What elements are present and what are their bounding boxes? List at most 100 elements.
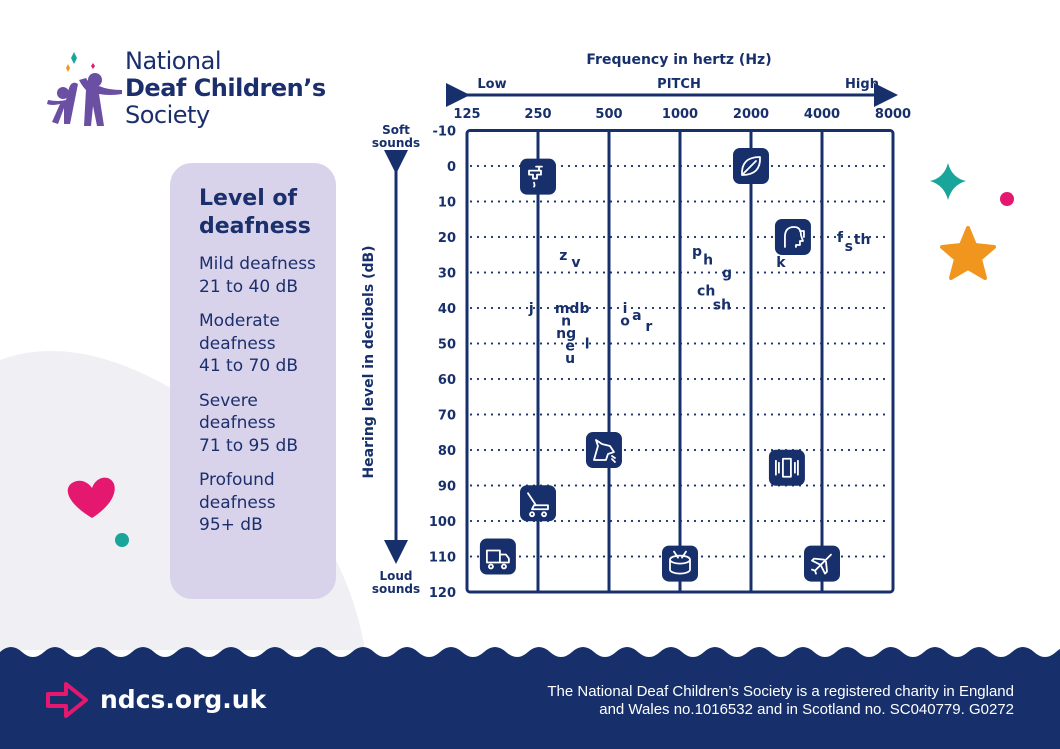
speech-sound-f: f — [837, 230, 844, 246]
speech-sound-n: n — [561, 314, 571, 330]
truck-icon-badge — [479, 538, 516, 575]
y-tick-label: 30 — [438, 267, 456, 282]
heart-icon — [67, 477, 115, 518]
speech-sound-k: k — [776, 255, 786, 271]
chart-frame — [465, 129, 895, 594]
level-name: Mild deafness — [199, 254, 316, 274]
soft-sounds-label: Soft sounds — [372, 123, 420, 150]
y-tick-label: 40 — [438, 302, 456, 317]
level-range: 21 to 40 dB — [199, 276, 298, 297]
level-profound: Profound deafness 95+ dB — [199, 469, 336, 537]
x-tick-label: 1000 — [662, 107, 698, 122]
y-tick-label: 0 — [447, 160, 456, 175]
teal-sparkle-icon — [930, 163, 966, 200]
ndcs-logo-icon — [47, 52, 122, 126]
y-tick-label: 90 — [438, 480, 456, 495]
y-tick-label: 20 — [438, 231, 456, 246]
decorations — [67, 163, 1014, 547]
level-moderate: Moderate deafness 41 to 70 dB — [199, 310, 336, 378]
level-range: 41 to 70 dB — [199, 356, 298, 376]
audiogram-chart: Frequency in hertz (Hz) Low PITCH High H… — [361, 52, 911, 601]
pitch-high-label: High — [845, 77, 879, 92]
speech-sound-ng: ng — [556, 326, 576, 342]
speech-sound-u: u — [565, 351, 575, 367]
loud-sounds-label: Loud sounds — [372, 569, 420, 596]
speech-sound-sh: sh — [713, 297, 731, 313]
speech-sound-g: g — [722, 266, 732, 282]
y-tick-label: 70 — [438, 409, 456, 424]
leaf-icon-glyph — [741, 156, 761, 176]
y-tick-label: 10 — [438, 196, 456, 211]
lawnmower-icon-glyph — [527, 492, 549, 518]
charity-line-2: and Wales no.1016532 and in Scotland no.… — [599, 701, 1014, 718]
drum-icon — [662, 545, 698, 582]
drum-icon-glyph — [669, 550, 691, 575]
speech-sound-r: r — [645, 319, 652, 335]
speech-sound-z: z — [559, 248, 567, 264]
orange-star-icon — [940, 226, 996, 280]
teal-dot — [115, 533, 129, 547]
level-severe: Severe deafness 71 to 95 dB — [199, 390, 336, 458]
phone-ringing-icon-glyph — [775, 457, 799, 478]
y-tick-label: 100 — [429, 515, 456, 530]
y-tick-label: 80 — [438, 444, 456, 459]
speech-sound-v: v — [571, 255, 580, 271]
whisper-icon-glyph — [784, 226, 805, 248]
level-range: 71 to 95 dB — [199, 435, 298, 456]
y-tick-label: 120 — [429, 586, 456, 601]
x-tick-label: 500 — [595, 107, 622, 122]
airplane-icon — [804, 545, 840, 582]
level-name: Moderate deafness — [199, 311, 280, 354]
phone-ringing-icon-badge — [768, 449, 805, 486]
x-axis-title: Frequency in hertz (Hz) — [586, 52, 771, 68]
speech-sound-ch: ch — [697, 283, 715, 299]
lawnmower-icon — [520, 485, 556, 522]
logo-line-3: Society — [125, 101, 210, 129]
speech-sound-o: o — [620, 314, 630, 330]
panel-title: Level of deafness — [199, 186, 311, 239]
pitch-label: PITCH — [657, 77, 701, 92]
speech-sound-h: h — [703, 252, 713, 268]
pitch-low-label: Low — [477, 77, 506, 92]
speech-sound-i: i — [623, 301, 628, 317]
leaf-icon — [733, 148, 769, 184]
x-tick-label: 4000 — [804, 107, 840, 122]
y-tick-label: 60 — [438, 373, 456, 388]
truck-icon — [479, 538, 516, 575]
dripping-tap-icon — [520, 158, 556, 195]
y-tick-label: -10 — [433, 125, 457, 140]
speech-sound-l: l — [585, 337, 590, 353]
arrow-icon — [46, 682, 88, 718]
phone-ringing-icon — [768, 449, 805, 486]
level-mild: Mild deafness 21 to 40 dB — [199, 253, 336, 298]
speech-sound-p: p — [692, 244, 702, 260]
speech-sound-e: e — [565, 339, 575, 355]
logo-line-1: National — [125, 47, 222, 75]
y-tick-label: 50 — [438, 338, 456, 353]
dog-bark-icon-glyph — [593, 439, 616, 463]
speech-sound-j: j — [528, 301, 534, 317]
charity-line-1: The National Deaf Children’s Society is … — [547, 683, 1014, 700]
pink-dot — [1000, 192, 1014, 206]
speech-sound-mdb: mdb — [555, 301, 590, 317]
whisper-icon — [774, 219, 811, 255]
x-tick-label: 125 — [453, 107, 480, 122]
x-tick-label: 8000 — [875, 107, 911, 122]
speech-sound-a: a — [632, 308, 641, 324]
website-link[interactable]: ndcs.org.uk — [100, 685, 267, 714]
level-name: Profound deafness — [199, 470, 276, 513]
truck-icon-glyph — [485, 549, 510, 570]
charity-info: The National Deaf Children’s Society is … — [394, 683, 1014, 719]
dog-bark-icon — [585, 432, 622, 468]
logo-line-2: Deaf Children’s — [125, 74, 326, 102]
lawnmower-icon-badge — [520, 485, 556, 522]
speech-sound-s: s — [845, 239, 853, 255]
deafness-levels-panel: Level of deafness Mild deafness 21 to 40 … — [170, 163, 336, 599]
dripping-tap-icon-badge — [520, 158, 556, 195]
speech-sound-th: th — [854, 232, 871, 248]
level-range: 95+ dB — [199, 515, 263, 535]
whisper-icon-badge — [774, 219, 811, 255]
dog-bark-icon-badge — [585, 432, 622, 468]
airplane-icon-glyph — [811, 553, 832, 575]
y-tick-label: 110 — [429, 551, 456, 566]
